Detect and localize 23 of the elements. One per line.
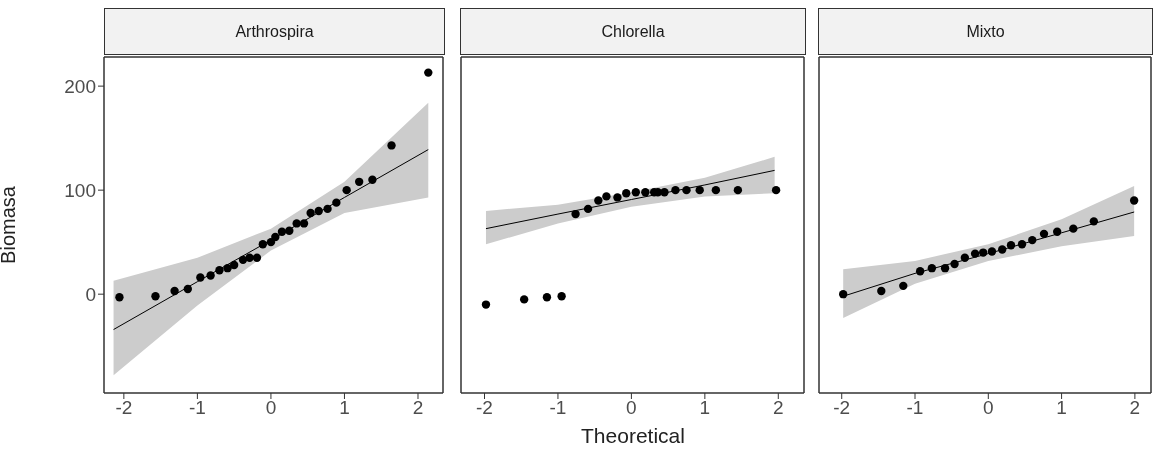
- x-tick-label: 2: [412, 397, 424, 419]
- x-tick-label: -1: [188, 397, 206, 419]
- x-tick-label: 1: [1056, 397, 1067, 419]
- y-tick-label: 200: [64, 75, 96, 97]
- x-tick-label: 0: [983, 397, 994, 419]
- x-tick-label: 2: [773, 397, 784, 419]
- x-tick-label: 0: [265, 397, 277, 419]
- x-tick-label: -2: [833, 397, 851, 419]
- x-tick-label: 0: [626, 397, 637, 419]
- x-tick-label: 2: [1129, 397, 1141, 419]
- x-tick-label: -1: [906, 397, 924, 419]
- chart-title: Chlorella: [601, 22, 665, 41]
- chart-title: Mixto: [966, 22, 1005, 41]
- x-axis-title: Theoretical: [580, 424, 686, 448]
- y-tick-label: 0: [85, 283, 96, 305]
- x-tick-label: -2: [476, 397, 493, 419]
- x-tick-label: 1: [699, 397, 711, 419]
- y-tick-label: 100: [64, 179, 96, 201]
- chart-title: Arthrospira: [235, 22, 314, 41]
- x-tick-label: -2: [115, 397, 133, 419]
- y-axis-title: Biomasa: [0, 185, 20, 264]
- x-tick-label: -1: [549, 397, 567, 419]
- x-tick-label: 1: [339, 397, 350, 419]
